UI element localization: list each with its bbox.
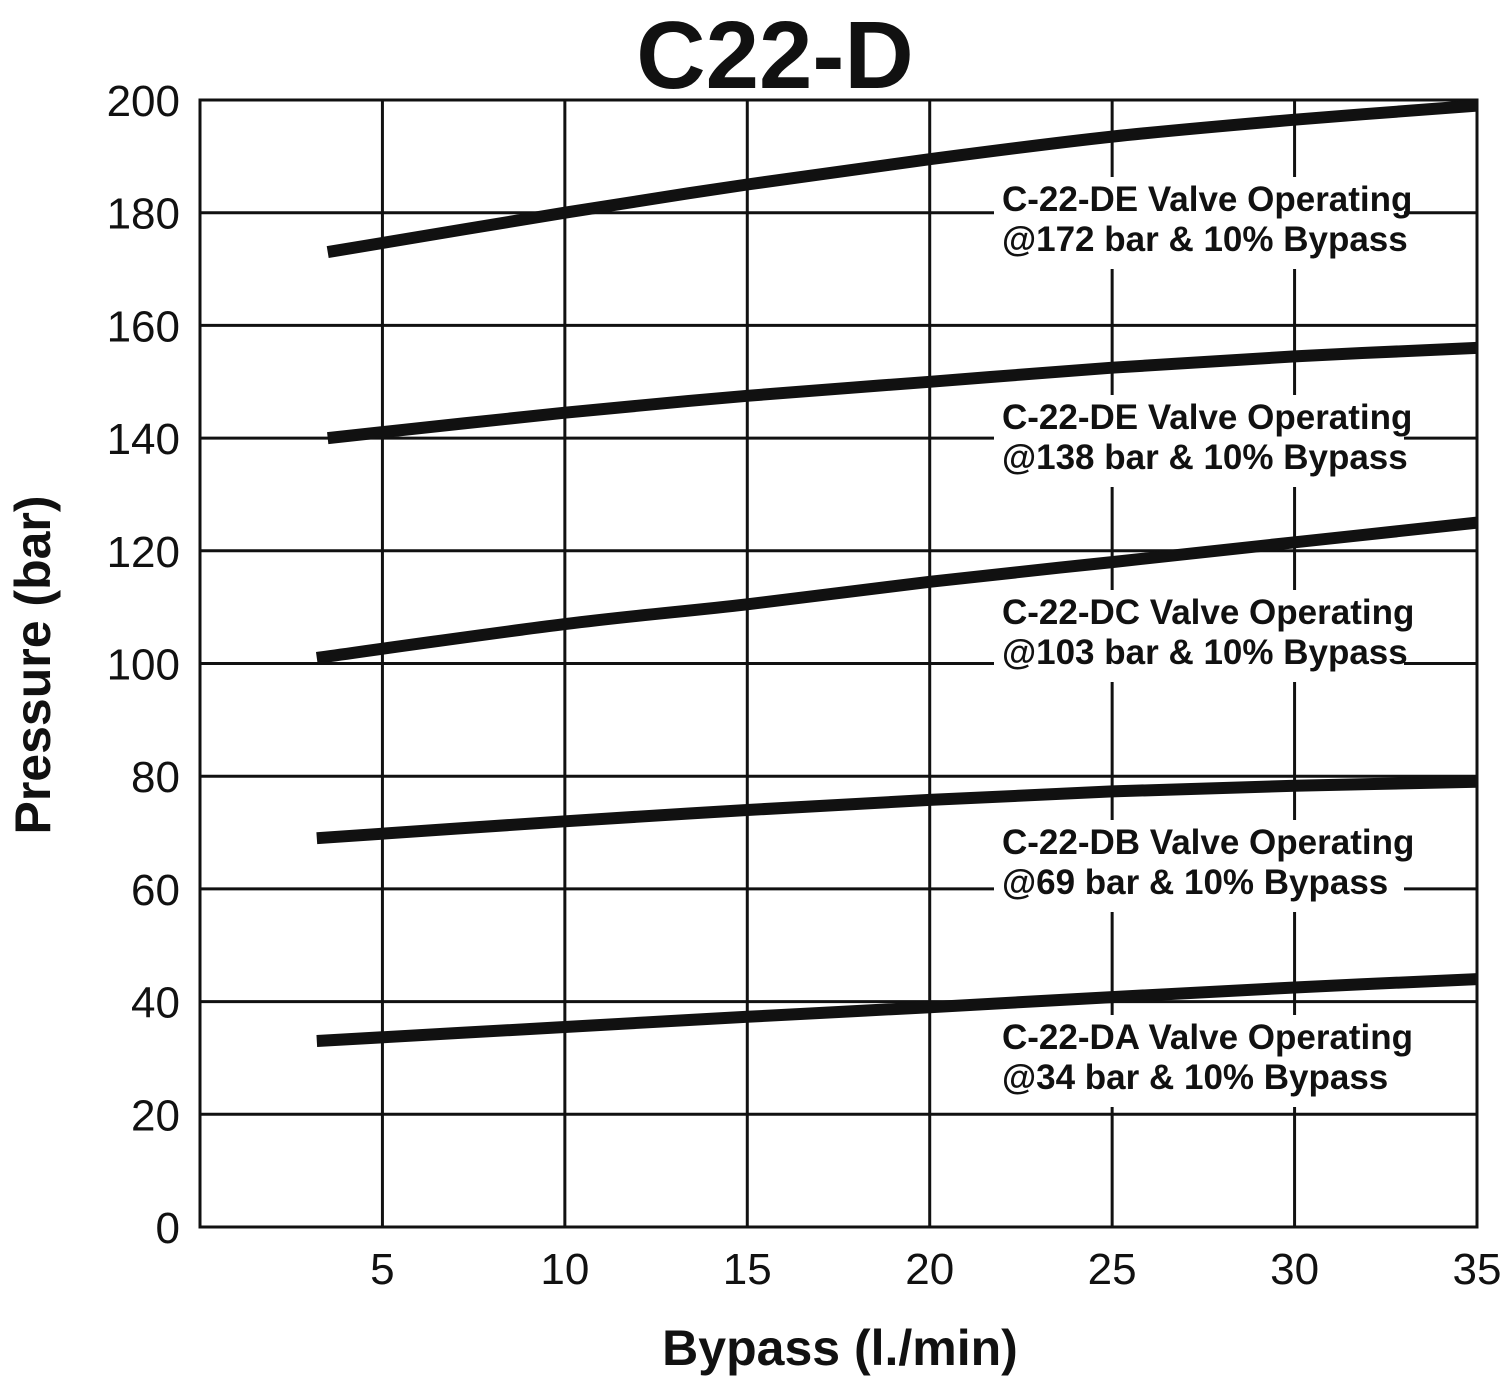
grid-layer	[198, 98, 1479, 1229]
y-tick-label: 120	[107, 528, 180, 577]
x-tick-label: 15	[723, 1245, 772, 1294]
x-tick-label: 25	[1088, 1245, 1137, 1294]
chart-title: C22-D	[636, 2, 913, 109]
x-tick-label: 30	[1270, 1245, 1319, 1294]
series-label-line1: C-22-DB Valve Operating	[1002, 823, 1414, 862]
series-layer	[315, 99, 1478, 1047]
series-label-line1: C-22-DE Valve Operating	[1002, 398, 1412, 437]
series-label-line2: @103 bar & 10% Bypass	[1002, 633, 1408, 672]
series-line-1	[326, 99, 1478, 259]
plot-frame	[198, 98, 1479, 1229]
y-axis-label: Pressure (bar)	[5, 495, 61, 834]
x-tick-label: 5	[370, 1245, 394, 1294]
series-line-3	[315, 516, 1478, 664]
series-label-background	[994, 1015, 1404, 1107]
series-label-line2: @138 bar & 10% Bypass	[1002, 438, 1408, 477]
series-label-line1: C-22-DC Valve Operating	[1002, 593, 1414, 632]
x-tick-label: 10	[540, 1245, 589, 1294]
annotation-layer: C-22-DE Valve Operating@172 bar & 10% By…	[994, 177, 1414, 1107]
y-tick-label: 20	[131, 1091, 180, 1140]
x-tick-label: 20	[905, 1245, 954, 1294]
y-tick-label: 100	[107, 641, 180, 690]
y-tick-label: 200	[107, 77, 180, 126]
series-label-background	[994, 395, 1404, 487]
x-axis-label: Bypass (l./min)	[662, 1320, 1018, 1376]
series-label-line1: C-22-DE Valve Operating	[1002, 180, 1412, 219]
y-tick-label: 40	[131, 979, 180, 1028]
series-label-background	[994, 177, 1404, 269]
tick-label-layer: 0 20 40 60 80 100 120 140 160 180 200 5 10 15 20 25 30 35	[107, 77, 1500, 1294]
y-tick-label: 180	[107, 190, 180, 239]
series-label-background	[994, 820, 1404, 912]
series-line-5	[316, 973, 1478, 1047]
series-line-2	[327, 341, 1478, 445]
y-tick-label: 160	[107, 302, 180, 351]
series-label-line2: @34 bar & 10% Bypass	[1002, 1058, 1388, 1097]
y-tick-label: 60	[131, 866, 180, 915]
y-tick-label: 140	[107, 415, 180, 464]
series-label-line2: @69 bar & 10% Bypass	[1002, 863, 1388, 902]
series-line-4	[316, 775, 1478, 845]
x-tick-label: 35	[1453, 1245, 1500, 1294]
y-tick-label: 0	[156, 1204, 180, 1253]
y-tick-label: 80	[131, 753, 180, 802]
series-label-line1: C-22-DA Valve Operating	[1002, 1018, 1413, 1057]
series-label-line2: @172 bar & 10% Bypass	[1002, 220, 1408, 259]
series-label-background	[994, 590, 1404, 682]
